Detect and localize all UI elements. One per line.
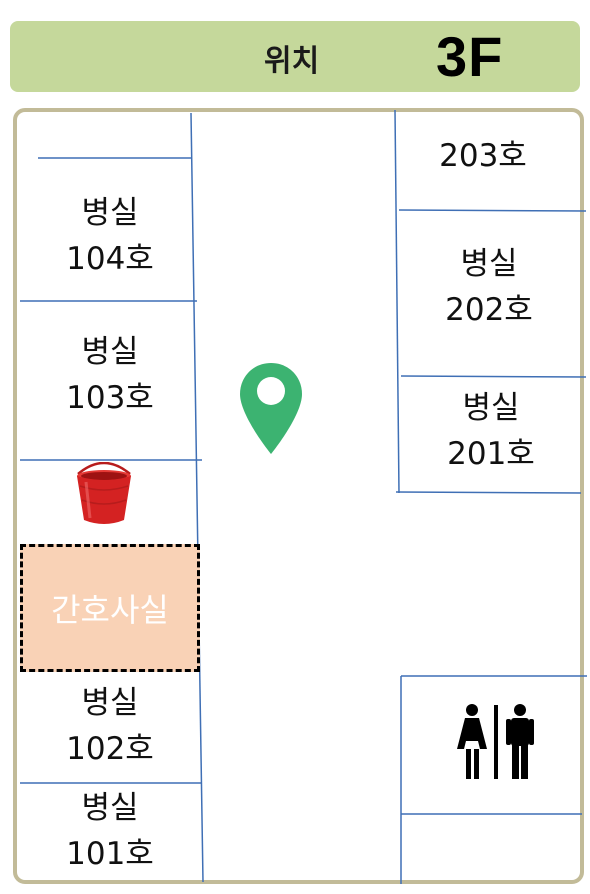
floor-label: 3F	[436, 25, 504, 88]
room-101-number: 101호	[66, 836, 154, 872]
room-104-type: 병실	[81, 195, 139, 231]
room-201: 병실 201호	[420, 385, 562, 477]
room-202-number: 202호	[445, 292, 533, 328]
room-101: 병실 101호	[40, 785, 180, 877]
room-104: 병실 104호	[40, 190, 180, 282]
bucket-icon	[72, 461, 136, 533]
room-103: 병실 103호	[40, 329, 180, 421]
nurse-station: 간호사실	[20, 544, 200, 672]
nurse-station-label: 간호사실	[51, 591, 169, 629]
room-203: 203호	[412, 133, 554, 179]
location-pin-icon	[238, 361, 304, 461]
room-102-number: 102호	[66, 731, 154, 767]
right-divider-3	[395, 491, 582, 494]
floor-plan-frame	[13, 108, 584, 884]
room-103-number: 103호	[66, 380, 154, 416]
header-bar	[10, 21, 580, 92]
room-201-type: 병실	[462, 390, 520, 426]
room-102-type: 병실	[81, 685, 139, 721]
room-103-type: 병실	[81, 334, 139, 370]
right-corridor-wall-upper	[394, 109, 400, 494]
right-divider-1	[398, 209, 587, 212]
restroom-icon	[454, 703, 538, 786]
room-203-number: 203호	[439, 138, 527, 174]
location-label: 위치	[264, 44, 320, 79]
room-104-number: 104호	[66, 241, 154, 277]
room-102: 병실 102호	[40, 680, 180, 772]
right-divider-2	[400, 375, 587, 378]
left-corridor-wall	[190, 112, 204, 883]
room-202: 병실 202호	[418, 241, 560, 333]
room-202-type: 병실	[460, 246, 518, 282]
room-201-number: 201호	[447, 436, 535, 472]
room-101-type: 병실	[81, 790, 139, 826]
